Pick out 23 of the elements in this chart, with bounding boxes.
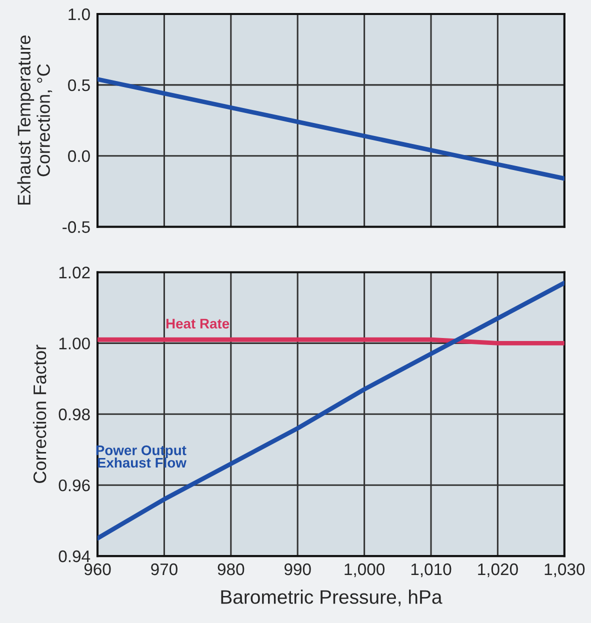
y-axis-title: Correction Factor <box>32 344 46 483</box>
y-tick-label: 0.94 <box>58 550 90 562</box>
y-tick-label: 1.02 <box>59 266 90 278</box>
y-tick-label: 0.96 <box>58 479 90 492</box>
y-tick-label: 1.00 <box>59 338 90 350</box>
line-series <box>98 280 564 541</box>
x-tick-label: 1,010 <box>411 563 452 578</box>
x-tick-label: 1,020 <box>478 563 518 578</box>
x-tick-label: 970 <box>151 563 178 576</box>
x-tick-label: 1,000 <box>344 563 385 578</box>
x-axis-title: Barometric Pressure, hPa <box>221 590 442 606</box>
y-tick-label: 0.98 <box>58 408 90 420</box>
x-tick-label: 980 <box>218 563 244 576</box>
x-tick-label: 1,030 <box>544 563 585 578</box>
y-tick-label: 1.0 <box>68 8 90 20</box>
series-label: Heat Rate <box>166 318 230 329</box>
y-tick-label: 0.0 <box>68 150 90 162</box>
y-axis-title: Exhaust Temperature Correction, °C <box>17 36 52 205</box>
x-tick-label: 990 <box>284 563 311 576</box>
line-series <box>98 77 564 181</box>
y-tick-label: 0.5 <box>68 79 90 92</box>
y-tick-label: -0.5 <box>62 221 90 233</box>
x-tick-label: 960 <box>84 563 111 576</box>
